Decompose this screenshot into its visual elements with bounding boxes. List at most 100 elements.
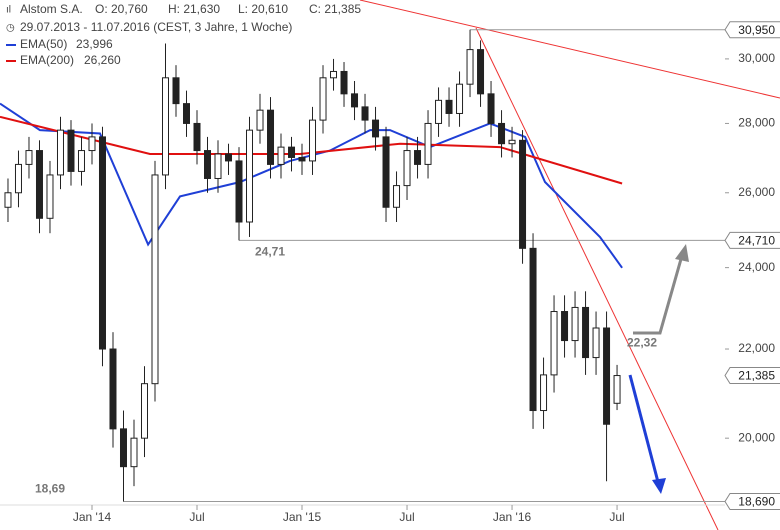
price-label: 18,69 bbox=[35, 482, 65, 496]
candle-body bbox=[309, 119, 317, 162]
forecast-arrow bbox=[628, 374, 660, 483]
header-open: O: 20,760 bbox=[95, 2, 148, 16]
level-label: 21,385 bbox=[738, 369, 775, 383]
price-label: 22,32 bbox=[627, 336, 657, 350]
trendline bbox=[359, 0, 780, 99]
arrow-head bbox=[675, 244, 689, 262]
candle-body bbox=[561, 311, 569, 342]
candle-body bbox=[456, 83, 464, 114]
candle-body bbox=[613, 375, 621, 404]
forecast-arrow bbox=[633, 251, 685, 335]
candle-body bbox=[56, 129, 64, 176]
candle-body bbox=[130, 437, 138, 468]
candle-body bbox=[204, 150, 212, 179]
x-tick-label: Jan '16 bbox=[493, 510, 532, 524]
header-period: 29.07.2013 - 11.07.2016 (CEST, 3 Jahre, … bbox=[20, 20, 292, 34]
candle-body bbox=[235, 160, 243, 223]
arrow-head bbox=[652, 478, 666, 494]
candle-body bbox=[4, 192, 12, 208]
level-label: 18,690 bbox=[738, 495, 775, 509]
x-tick-label: Jul bbox=[189, 510, 204, 524]
candle-body bbox=[340, 70, 348, 95]
price-label: 24,71 bbox=[255, 245, 285, 259]
candle-body bbox=[183, 103, 191, 124]
candle-body bbox=[288, 146, 296, 158]
ema-line bbox=[0, 102, 623, 269]
level-label: 24,710 bbox=[738, 234, 775, 248]
header-low: L: 20,610 bbox=[238, 2, 288, 16]
candle-body bbox=[603, 327, 611, 425]
y-tick-label: 28,000 bbox=[738, 116, 775, 130]
candle-body bbox=[571, 306, 579, 342]
candle-body bbox=[424, 122, 432, 165]
candle-body bbox=[161, 77, 169, 176]
candle-body bbox=[109, 348, 117, 430]
candle-body bbox=[246, 129, 254, 223]
candle-body bbox=[466, 49, 474, 85]
candle-body bbox=[330, 70, 338, 79]
level-box bbox=[724, 21, 780, 39]
candle-body bbox=[351, 93, 359, 108]
candle-body bbox=[529, 247, 537, 412]
candle-body bbox=[151, 174, 159, 385]
candle-body bbox=[435, 99, 443, 124]
y-tick-label: 30,000 bbox=[738, 51, 775, 65]
candle-body bbox=[98, 136, 106, 350]
level-box bbox=[724, 367, 780, 385]
candle-body bbox=[14, 163, 22, 194]
candle-body bbox=[88, 136, 96, 152]
candle-body bbox=[25, 150, 33, 165]
candle-body bbox=[508, 139, 516, 145]
candle-body bbox=[403, 150, 411, 187]
candle-body bbox=[77, 150, 85, 172]
candle-body bbox=[140, 383, 148, 439]
y-tick-label: 26,000 bbox=[738, 185, 775, 199]
candle-body bbox=[225, 153, 233, 162]
candle-body bbox=[592, 327, 600, 359]
candle-body bbox=[67, 129, 75, 172]
candle-body bbox=[319, 77, 327, 121]
candle-body bbox=[477, 49, 485, 95]
level-label: 30,950 bbox=[738, 23, 775, 37]
candle-body bbox=[487, 93, 495, 124]
x-tick-label: Jan '15 bbox=[283, 510, 322, 524]
candle-body bbox=[414, 150, 422, 165]
candle-body bbox=[214, 153, 222, 179]
level-box bbox=[724, 231, 780, 249]
trendline bbox=[475, 27, 719, 530]
candle-body bbox=[35, 150, 43, 219]
candle-body bbox=[119, 428, 127, 468]
candle-body bbox=[361, 106, 369, 121]
candle-body bbox=[193, 122, 201, 152]
candle-body bbox=[277, 146, 285, 165]
y-tick-label: 20,000 bbox=[738, 430, 775, 444]
level-box bbox=[724, 493, 780, 511]
y-tick-label: 22,000 bbox=[738, 341, 775, 355]
y-tick-label: 24,000 bbox=[738, 260, 775, 274]
candle-body bbox=[498, 122, 506, 145]
icon: ıl bbox=[6, 5, 11, 16]
candle-body bbox=[550, 311, 558, 376]
legend-label: EMA(50) bbox=[20, 37, 67, 51]
candle-body bbox=[540, 374, 548, 412]
candle-body bbox=[267, 109, 275, 165]
header-close: C: 21,385 bbox=[309, 2, 361, 16]
header: ıl Alstom S.A. O: 20,760 H: 21,630 L: 20… bbox=[6, 2, 361, 34]
candle-body bbox=[382, 136, 390, 208]
legend-value: 23,996 bbox=[76, 37, 113, 51]
candle-body bbox=[46, 174, 54, 219]
legend-label: EMA(200) bbox=[20, 53, 74, 67]
header-name: Alstom S.A. bbox=[20, 2, 83, 16]
x-tick-label: Jul bbox=[609, 510, 624, 524]
candle-body bbox=[519, 139, 527, 249]
candle-body bbox=[372, 119, 380, 138]
candle-body bbox=[256, 109, 264, 131]
candle-body bbox=[298, 156, 306, 162]
header-high: H: 21,630 bbox=[168, 2, 220, 16]
candle-body bbox=[172, 77, 180, 105]
candle-body bbox=[445, 99, 453, 114]
x-tick-label: Jan '14 bbox=[73, 510, 112, 524]
x-tick-label: Jul bbox=[399, 510, 414, 524]
